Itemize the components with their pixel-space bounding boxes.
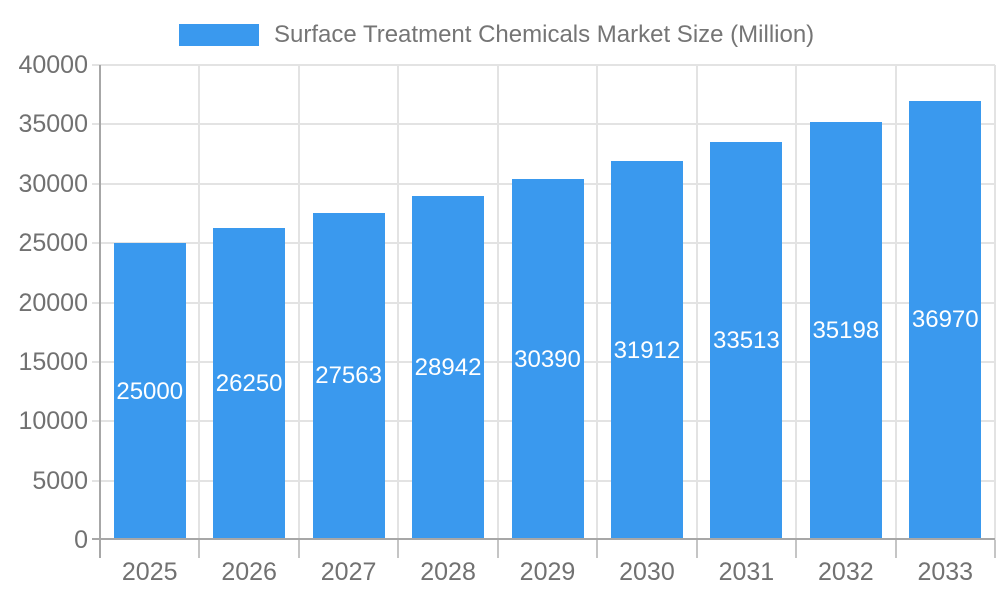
gridline-vertical bbox=[397, 65, 400, 540]
bar-2028: 28942 bbox=[412, 196, 485, 540]
bar-value-label: 30390 bbox=[514, 345, 581, 373]
bar-2025: 25000 bbox=[113, 243, 186, 540]
bar-value-label: 35198 bbox=[812, 317, 880, 345]
bar-2031: 33513 bbox=[710, 142, 783, 540]
gridline-vertical bbox=[994, 65, 996, 540]
bar-value-label: 33513 bbox=[713, 327, 780, 355]
gridline-vertical bbox=[894, 65, 897, 540]
x-tick-label: 2027 bbox=[320, 558, 377, 586]
y-tick-label: 25000 bbox=[18, 229, 88, 258]
y-tick-label: 15000 bbox=[18, 347, 88, 376]
gridline-horizontal bbox=[92, 123, 995, 126]
gridline-horizontal bbox=[92, 64, 995, 66]
bar-value-label: 31912 bbox=[613, 336, 681, 364]
gridline-vertical bbox=[198, 65, 201, 540]
y-tick-label: 30000 bbox=[18, 169, 88, 198]
bar-value-label: 28942 bbox=[414, 354, 482, 382]
x-tick-label: 2025 bbox=[121, 558, 178, 586]
x-tick-label: 2026 bbox=[221, 558, 277, 586]
y-tick-label: 5000 bbox=[32, 466, 88, 495]
x-boundary-tick bbox=[894, 540, 897, 558]
gridline-vertical bbox=[496, 65, 499, 540]
y-tick-label: 35000 bbox=[18, 110, 88, 139]
plot-area: 25000 26250 27563 28942 30390 31912 33513 35198… bbox=[92, 64, 996, 558]
y-axis-line bbox=[99, 65, 101, 558]
bar-2026: 26250 bbox=[213, 228, 286, 540]
x-axis-line bbox=[92, 538, 995, 540]
bar-value-label: 27563 bbox=[315, 362, 382, 390]
chart-legend: Surface Treatment Chemicals Market Size … bbox=[179, 21, 814, 49]
gridline-vertical bbox=[795, 65, 798, 540]
x-boundary-tick bbox=[198, 540, 201, 558]
x-boundary-tick bbox=[795, 540, 798, 558]
gridline-vertical bbox=[596, 65, 599, 540]
bar-2027: 27563 bbox=[312, 212, 385, 540]
y-tick-label: 40000 bbox=[18, 51, 88, 79]
x-tick-label: 2028 bbox=[420, 558, 476, 586]
x-tick-label: 2031 bbox=[718, 558, 775, 586]
bar-2030: 31912 bbox=[610, 161, 683, 540]
x-boundary-tick bbox=[994, 540, 996, 558]
bar-2033: 36970 bbox=[909, 100, 982, 540]
bar-value-label: 26250 bbox=[215, 370, 283, 398]
y-tick-label: 10000 bbox=[18, 407, 88, 436]
bar-2029: 30390 bbox=[511, 179, 584, 540]
x-tick-label: 2033 bbox=[917, 558, 974, 586]
x-tick-label: 2029 bbox=[519, 558, 576, 586]
y-tick-label: 0 bbox=[74, 526, 88, 554]
x-boundary-tick bbox=[596, 540, 599, 558]
bar-value-label: 25000 bbox=[116, 377, 184, 405]
x-boundary-tick bbox=[297, 540, 300, 558]
y-tick-label: 20000 bbox=[18, 288, 88, 317]
legend-label: Surface Treatment Chemicals Market Size … bbox=[274, 21, 815, 48]
bar-layer: 25000 26250 27563 28942 30390 31912 33513 35198… bbox=[100, 65, 995, 540]
x-tick-label: 2032 bbox=[818, 558, 874, 586]
legend-swatch bbox=[179, 24, 259, 46]
x-tick-label: 2030 bbox=[619, 558, 675, 586]
axis-layer bbox=[92, 65, 995, 558]
x-boundary-tick bbox=[397, 540, 400, 558]
bar-2032: 35198 bbox=[809, 122, 882, 540]
gridline-vertical bbox=[695, 65, 698, 540]
x-boundary-tick bbox=[695, 540, 698, 558]
gridline-vertical bbox=[297, 65, 300, 540]
x-boundary-tick bbox=[496, 540, 499, 558]
bar-value-label: 36970 bbox=[911, 306, 979, 334]
